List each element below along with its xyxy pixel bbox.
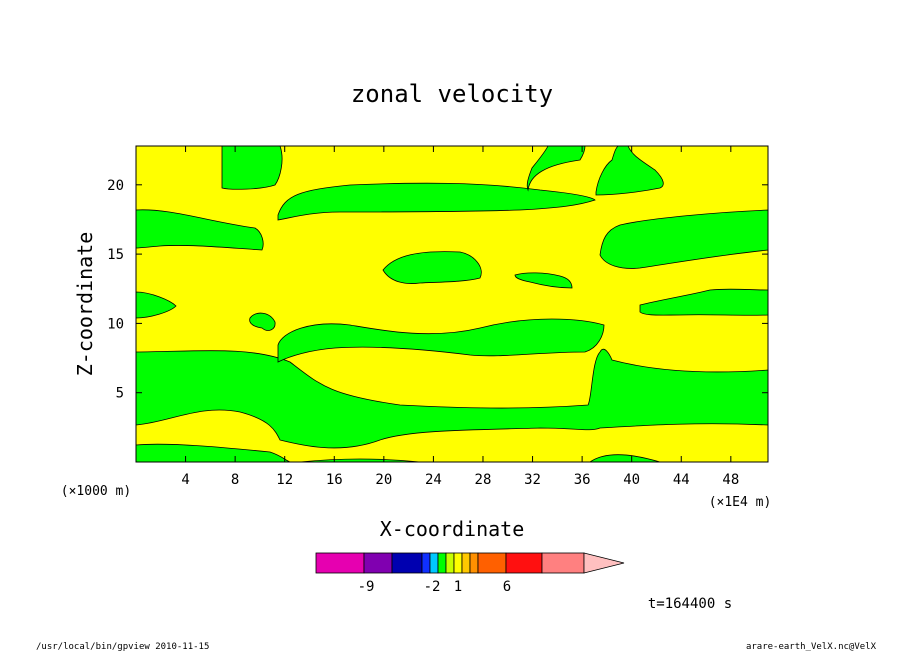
green-region [135, 291, 177, 319]
y-tick-label: 20 [107, 178, 124, 194]
green-region [595, 145, 664, 196]
x-tick-label: 44 [673, 472, 690, 488]
x-tick-label: 48 [722, 472, 739, 488]
x-tick-label: 4 [181, 472, 189, 488]
colorbar-segment [429, 552, 439, 574]
time-label: t=164400 s [648, 596, 732, 612]
colorbar-segment [445, 552, 455, 574]
x-unit-label: (×1E4 m) [709, 495, 772, 510]
x-tick-label: 36 [574, 472, 591, 488]
x-tick-label: 16 [326, 472, 343, 488]
y-tick-label: 10 [107, 316, 124, 332]
colorbar-segment [315, 552, 365, 574]
x-axis: 4 8 12 16 20 24 28 32 36 40 44 48 [181, 146, 739, 488]
colorbar-segment [461, 552, 471, 574]
chart-title: zonal velocity [351, 80, 553, 108]
y-tick-label: 5 [116, 386, 124, 402]
colorbar-label: -9 [358, 579, 375, 595]
footer-left: /usr/local/bin/gpview 2010-11-15 [36, 642, 210, 652]
x-tick-label: 8 [231, 472, 239, 488]
contour-fills [135, 145, 769, 463]
colorbar-segment [541, 552, 585, 574]
colorbar: -9 -2 1 6 [315, 552, 625, 595]
green-region [277, 182, 596, 221]
colorbar-segment [437, 552, 447, 574]
colorbar-segment [477, 552, 507, 574]
y-tick-label: 15 [107, 247, 124, 263]
x-tick-label: 20 [375, 472, 392, 488]
x-tick-label: 12 [276, 472, 293, 488]
green-region [135, 443, 291, 463]
colorbar-segment [363, 552, 393, 574]
colorbar-label: 1 [454, 579, 462, 595]
green-region [135, 209, 264, 251]
x-tick-label: 32 [524, 472, 541, 488]
colorbar-segment [391, 552, 423, 574]
colorbar-segment [421, 552, 431, 574]
x-axis-label: X-coordinate [380, 517, 525, 541]
green-region [514, 272, 573, 289]
colorbar-extension [583, 552, 625, 574]
footer-right: arare-earth_VelX.nc@VelX [745, 642, 876, 652]
y-axis-label: Z-coordinate [73, 232, 97, 377]
y-axis: 5 10 15 20 [107, 178, 768, 402]
x-tick-label: 40 [623, 472, 640, 488]
x-tick-label: 24 [425, 472, 442, 488]
colorbar-label: -2 [424, 579, 441, 595]
green-region [249, 312, 276, 331]
colorbar-label: 6 [503, 579, 511, 595]
green-region [221, 145, 283, 190]
colorbar-segment [469, 552, 479, 574]
y-unit-label: (×1000 m) [61, 484, 131, 499]
colorbar-segment [453, 552, 463, 574]
green-region [382, 251, 482, 284]
green-region [277, 318, 605, 363]
plot-frame [135, 145, 769, 463]
colorbar-segment [505, 552, 543, 574]
x-tick-label: 28 [475, 472, 492, 488]
